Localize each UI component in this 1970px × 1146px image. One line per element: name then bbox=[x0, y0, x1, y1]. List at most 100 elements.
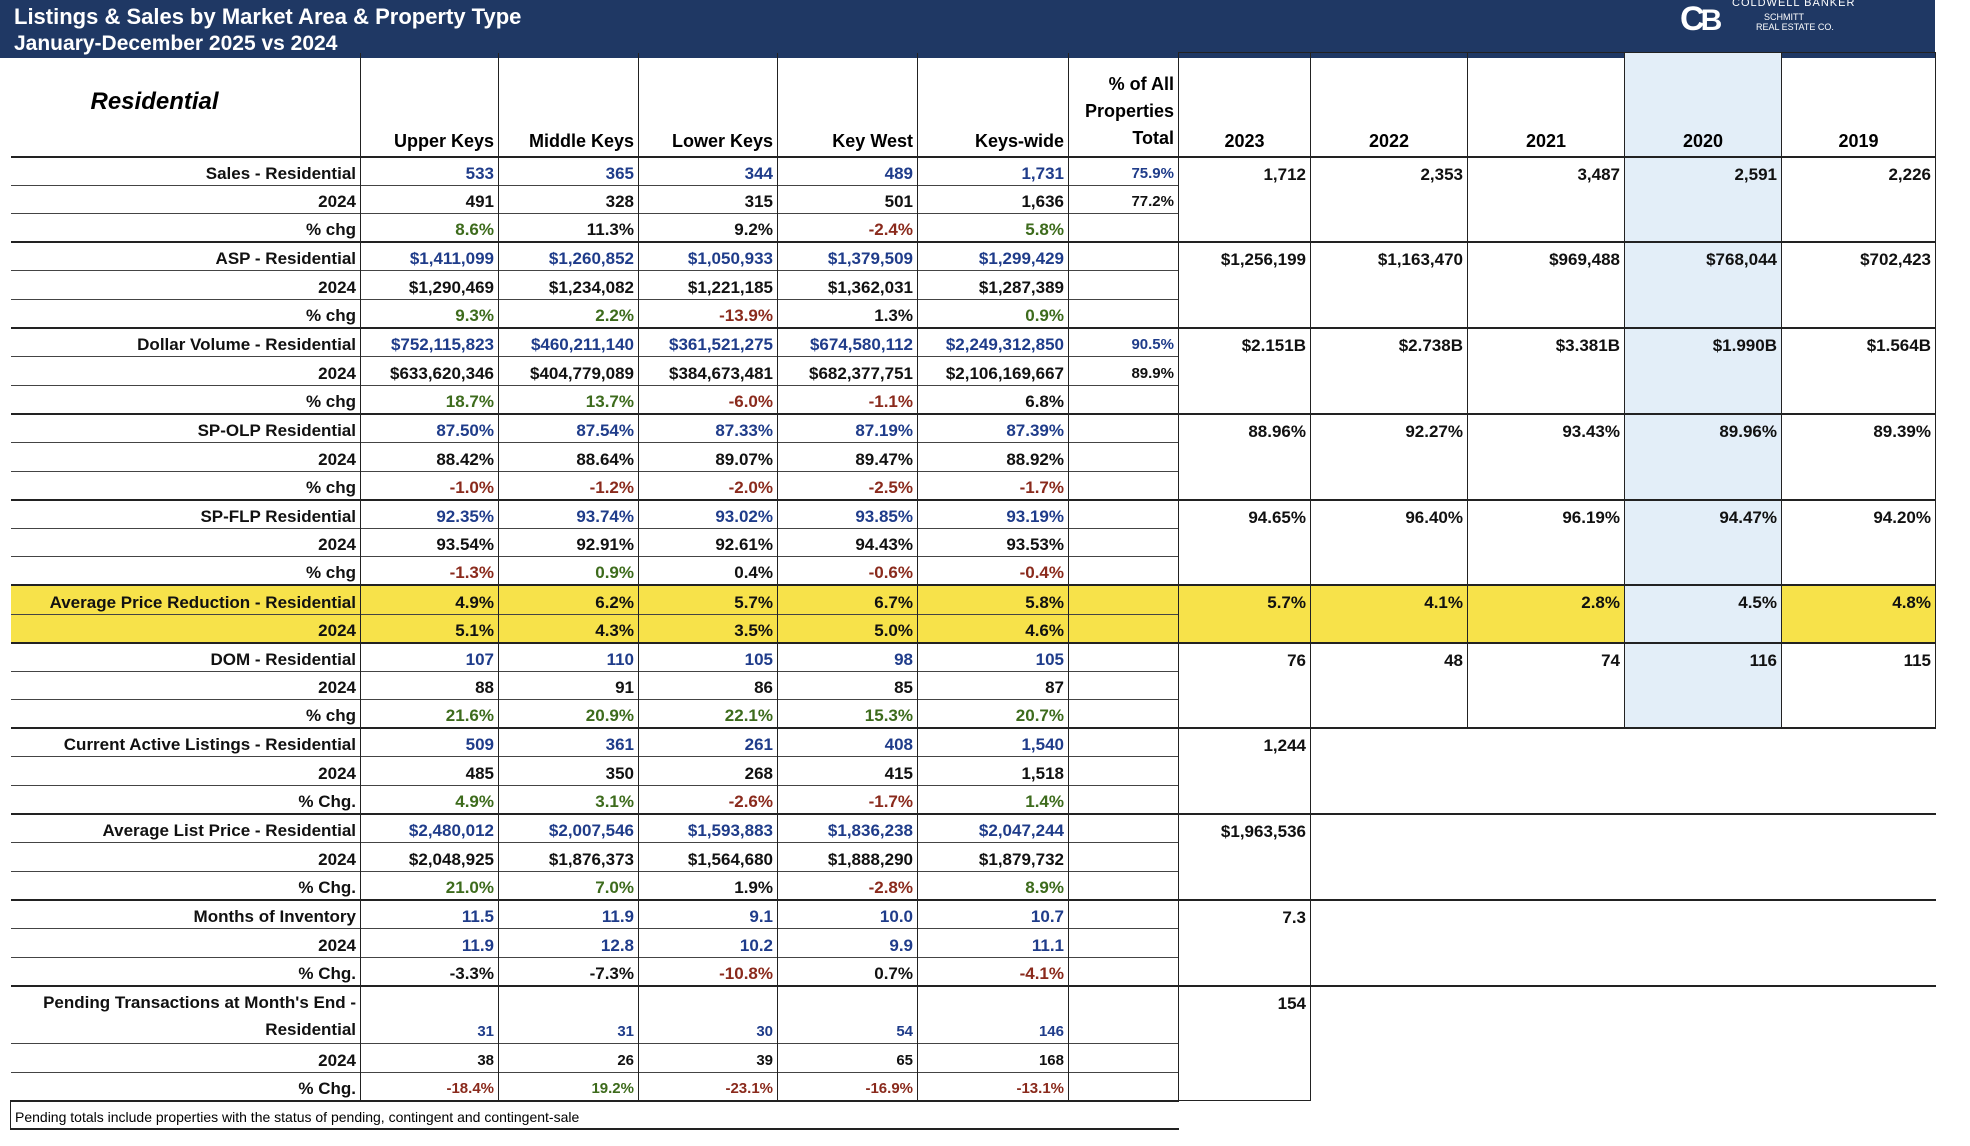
value-cell: 98 bbox=[777, 642, 918, 672]
history-cell: $702,423 bbox=[1781, 241, 1936, 329]
year-header: 2022 bbox=[1310, 52, 1468, 157]
table-row: Average List Price - Residential $2,480,0… bbox=[10, 813, 1936, 901]
cb-logo-mark: CB bbox=[1680, 0, 1722, 38]
row-label: % Chg. bbox=[298, 792, 356, 812]
table-row: Pending Transactions at Month's End - Re… bbox=[10, 985, 1936, 1102]
value-cell: 54 bbox=[777, 985, 918, 1044]
value-cell: 87.54% bbox=[498, 413, 639, 443]
history-cell bbox=[1625, 728, 1782, 814]
year-header: 2019 bbox=[1781, 52, 1936, 157]
history-cell: 94.65% bbox=[1178, 499, 1311, 586]
history-cell bbox=[1625, 814, 1782, 900]
table-row: SP-FLP Residential 92.35% 93.74% 93.02% 93.8… bbox=[10, 499, 1936, 586]
history-cell bbox=[1782, 986, 1936, 1101]
history-cell bbox=[1468, 900, 1625, 986]
value-cell: 11.9 bbox=[360, 928, 499, 958]
table-row: 2024 93.54% 92.91% 92.61% 94.43% 93.53% bbox=[10, 528, 1936, 557]
value-cell: 11.3% bbox=[498, 213, 639, 243]
value-cell: 85 bbox=[777, 671, 918, 700]
history-cell: 94.47% bbox=[1624, 499, 1782, 586]
value-cell: 328 bbox=[498, 185, 639, 214]
history-cell bbox=[1625, 986, 1782, 1101]
value-cell: $361,521,275 bbox=[638, 328, 778, 357]
history-cell bbox=[1468, 814, 1625, 900]
value-cell: $1,379,509 bbox=[777, 242, 918, 271]
table-row: % Chg. 21.0% 7.0% 1.9% -2.8% 8.9% bbox=[10, 871, 1936, 900]
value-cell: 9.9 bbox=[777, 928, 918, 958]
value-cell: $1,260,852 bbox=[498, 242, 639, 271]
value-cell: 110 bbox=[498, 642, 639, 672]
value-cell: 1,636 bbox=[917, 185, 1069, 214]
value-cell: 8.6% bbox=[360, 213, 499, 243]
value-cell: $2,480,012 bbox=[360, 814, 499, 843]
row-label: SP-OLP Residential bbox=[197, 420, 356, 440]
table-row: 2024 491 328 315 501 1,636 77.2% bbox=[10, 185, 1936, 214]
pct-total-cell bbox=[1068, 957, 1179, 986]
value-cell: 12.8 bbox=[498, 928, 639, 958]
row-label: SP-FLP Residential bbox=[200, 506, 356, 526]
value-cell: 0.4% bbox=[638, 556, 778, 586]
coldwell-banker-logo: CB COLDWELL BANKER SCHMITT REAL ESTATE C… bbox=[1680, 0, 1920, 50]
value-cell: 168 bbox=[917, 1043, 1069, 1073]
pct-total-cell bbox=[1068, 985, 1179, 1044]
table-row: 2024 38 26 39 65 168 bbox=[10, 1043, 1936, 1073]
row-label: % chg bbox=[305, 706, 356, 726]
value-cell: 88.64% bbox=[498, 442, 639, 472]
logo-line: SCHMITT bbox=[1764, 12, 1804, 22]
value-cell: 3.5% bbox=[638, 614, 778, 643]
table-row: 2024 88 91 86 85 87 bbox=[10, 671, 1936, 700]
value-cell: 9.3% bbox=[360, 299, 499, 329]
pct-total-cell bbox=[1068, 585, 1179, 614]
value-cell: -1.1% bbox=[777, 385, 918, 414]
value-cell: 31 bbox=[360, 985, 499, 1044]
value-cell: 92.61% bbox=[638, 528, 778, 557]
table-row: 2024 $1,290,469 $1,234,082 $1,221,185 $1,362… bbox=[10, 270, 1936, 300]
value-cell: 491 bbox=[360, 185, 499, 214]
value-cell: 408 bbox=[777, 728, 918, 757]
pct-total-cell bbox=[1068, 499, 1179, 529]
pct-total-cell bbox=[1068, 899, 1179, 929]
value-cell: 31 bbox=[498, 985, 639, 1044]
value-cell: 2.2% bbox=[498, 299, 639, 329]
pct-total-cell bbox=[1068, 614, 1179, 643]
value-cell: 9.2% bbox=[638, 213, 778, 243]
value-cell: $2,106,169,667 bbox=[917, 356, 1069, 386]
row-label: 2024 bbox=[318, 363, 356, 383]
row-label: Sales - Residential bbox=[205, 163, 356, 183]
history-cell: $768,044 bbox=[1624, 241, 1782, 329]
row-label: 2024 bbox=[318, 535, 356, 555]
row-label: DOM - Residential bbox=[210, 649, 356, 669]
history-cell: 76 bbox=[1178, 642, 1311, 729]
value-cell: 365 bbox=[498, 156, 639, 186]
value-cell: -2.6% bbox=[638, 785, 778, 815]
value-cell: 489 bbox=[777, 156, 918, 186]
value-cell: -2.8% bbox=[777, 871, 918, 900]
row-label: % Chg. bbox=[298, 963, 356, 983]
table-row: Average Price Reduction - Residential 4.9… bbox=[10, 584, 1936, 644]
year-header: 2023 bbox=[1178, 52, 1311, 157]
value-cell: 11.9 bbox=[498, 899, 639, 929]
value-cell: $404,779,089 bbox=[498, 356, 639, 386]
history-cell bbox=[1625, 900, 1782, 986]
pct-total-header: % of All Properties Total bbox=[1068, 52, 1179, 157]
value-cell: 8.9% bbox=[917, 871, 1069, 900]
value-cell: 1,731 bbox=[917, 156, 1069, 186]
value-cell: 4.9% bbox=[360, 785, 499, 815]
value-cell: $1,879,732 bbox=[917, 842, 1069, 872]
row-label: 2024 bbox=[318, 849, 356, 869]
value-cell: 65 bbox=[777, 1043, 918, 1073]
value-cell: 105 bbox=[917, 642, 1069, 672]
value-cell: $752,115,823 bbox=[360, 328, 499, 357]
history-cell: 88.96% bbox=[1178, 413, 1311, 501]
history-cell: 5.7% bbox=[1178, 584, 1311, 644]
value-cell: -2.5% bbox=[777, 471, 918, 500]
value-cell: -3.3% bbox=[360, 957, 499, 986]
pct-total-cell: 90.5% bbox=[1068, 328, 1179, 357]
value-cell: 88 bbox=[360, 671, 499, 700]
value-cell: -1.2% bbox=[498, 471, 639, 500]
value-cell: 11.5 bbox=[360, 899, 499, 929]
column-header: Key West bbox=[777, 52, 918, 157]
row-label: 2024 bbox=[318, 449, 356, 469]
pct-total-cell bbox=[1068, 1043, 1179, 1073]
value-cell: 361 bbox=[498, 728, 639, 757]
